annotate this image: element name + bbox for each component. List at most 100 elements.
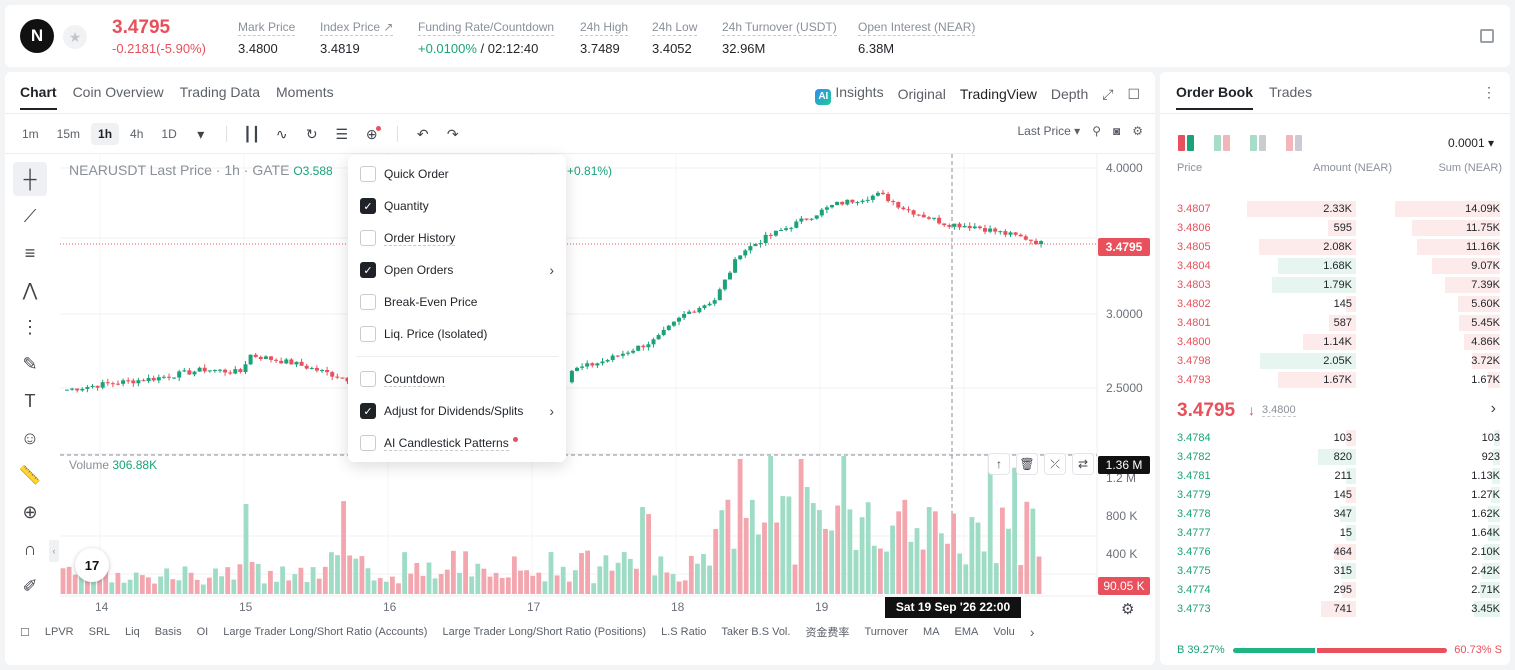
indicator-item[interactable]: LPVR [44,626,74,638]
precision-select[interactable]: 0.0001 ▾ [1447,136,1494,150]
menu-item[interactable]: Order History [360,229,554,247]
bid-row[interactable]: 3.4777 15 1.64K [1160,524,1510,542]
tab-trading-data[interactable]: Trading Data [179,84,261,100]
brush-icon[interactable]: ✎ [22,353,38,374]
indicator-item[interactable]: Turnover [864,626,909,638]
indicator-item[interactable]: EMA [954,626,979,638]
menu-item[interactable]: Break-Even Price [360,293,554,311]
bid-row[interactable]: 3.4773 741 3.45K [1160,600,1510,618]
bid-row[interactable]: 3.4775 315 2.42K [1160,562,1510,580]
view-trades-icon[interactable] [1286,135,1302,151]
trendline-icon[interactable]: ⟋ [23,205,37,226]
ask-row[interactable]: 3.4807 2.33K 14.09K [1160,200,1510,218]
tab-trades[interactable]: Trades [1269,84,1313,100]
checkbox[interactable]: ✓ [360,403,376,419]
arrow-up-icon[interactable]: ↑ [988,453,1010,475]
ask-row[interactable]: 3.4805 2.08K 11.16K [1160,238,1510,256]
add-settings-icon[interactable]: ⊕ [359,125,385,143]
ask-row[interactable]: 3.4803 1.79K 7.39K [1160,276,1510,294]
window-icon[interactable]: ☐ [1127,85,1140,102]
tab-chart[interactable]: Chart [20,84,57,110]
bid-row[interactable]: 3.4782 820 923 [1160,448,1510,466]
indicator-item[interactable]: Volu [993,626,1015,638]
chevron-right-icon[interactable]: › [1490,400,1496,417]
collapse-icon[interactable]: ⤫ [1044,453,1066,475]
more-icon[interactable]: ⋮ [1482,84,1496,100]
tab-depth[interactable]: Depth [1050,86,1089,103]
indicator-item[interactable]: MA [923,626,940,638]
menu-item[interactable]: AI Candlestick Patterns [360,434,554,452]
ask-row[interactable]: 3.4804 1.68K 9.07K [1160,257,1510,275]
chevron-right-icon[interactable]: › [1029,624,1035,640]
tf-1m[interactable]: 1m [22,127,39,141]
indicator-item[interactable]: 资金费率 [805,627,850,639]
view-bids-icon[interactable] [1214,135,1230,151]
indicator-item[interactable]: Large Trader Long/Short Ratio (Positions… [442,626,647,638]
tab-tradingview[interactable]: TradingView [959,86,1037,103]
bid-row[interactable]: 3.4781 211 1.13K [1160,467,1510,485]
bid-row[interactable]: 3.4784 103 103 [1160,429,1510,447]
menu-item[interactable]: ✓ Quantity [360,197,554,215]
indicator-item[interactable]: Basis [154,626,182,638]
chevron-down-icon[interactable]: ▾ [197,125,205,142]
checkbox[interactable] [360,326,376,342]
undo-icon[interactable]: ↶ [416,125,429,142]
ask-row[interactable]: 3.4801 587 5.45K [1160,314,1510,332]
checkbox[interactable]: ✓ [360,198,376,214]
view-both-icon[interactable] [1178,135,1194,151]
tf-4h[interactable]: 4h [130,127,144,141]
indicators-icon[interactable]: ∿ [275,125,288,142]
bid-row[interactable]: 3.4776 464 2.10K [1160,543,1510,561]
menu-item[interactable]: Quick Order [360,165,554,183]
tf-1d[interactable]: 1D [161,127,177,141]
search-icon[interactable]: ⚲ [1092,124,1101,138]
gear-icon[interactable]: ⚙ [1132,124,1143,138]
emoji-icon[interactable]: ☺ [20,427,40,448]
tab-order-book[interactable]: Order Book [1176,84,1254,110]
price-source-select[interactable]: Last Price ▾ [1017,124,1081,138]
pencil-icon[interactable]: ✐ [22,575,38,596]
indicator-item[interactable]: OI [196,626,209,638]
refresh-icon[interactable]: ↻ [305,125,318,142]
checkbox[interactable] [360,230,376,246]
axis-settings-icon[interactable]: ⚙ [1121,601,1135,618]
redo-icon[interactable]: ↷ [446,125,459,142]
indicator-item[interactable]: SRL [88,626,111,638]
checkbox[interactable]: ✓ [360,262,376,278]
ask-row[interactable]: 3.4798 2.05K 3.72K [1160,352,1510,370]
indicator-toggle-icon[interactable]: ☐ [20,626,30,639]
checkbox[interactable] [360,435,376,451]
tf-15m[interactable]: 15m [56,127,81,141]
menu-item[interactable]: ✓ Open Orders › [360,261,554,279]
candle-type-icon[interactable]: ┃┃ [243,125,261,142]
tab-coin-overview[interactable]: Coin Overview [72,84,164,100]
favorite-star-icon[interactable]: ★ [63,25,87,49]
indicator-item[interactable]: Large Trader Long/Short Ratio (Accounts) [223,626,428,638]
checkbox[interactable] [360,371,376,387]
camera-icon[interactable]: ◙ [1112,124,1121,138]
crosshair-icon[interactable]: ┼ [13,162,47,196]
indicator-item[interactable]: L.S Ratio [661,626,707,638]
ask-row[interactable]: 3.4806 595 11.75K [1160,219,1510,237]
notes-icon[interactable] [1480,29,1494,43]
tab-original[interactable]: Original [897,86,946,103]
ruler-icon[interactable]: 📏 [18,464,42,485]
ask-row[interactable]: 3.4802 145 5.60K [1160,295,1510,313]
swap-icon[interactable]: ⇄ [1072,453,1094,475]
magnet-icon[interactable]: ∩ [23,538,37,559]
pattern-icon[interactable]: ⋀ [22,279,38,300]
menu-item[interactable]: Countdown [360,370,554,388]
candlestick-chart[interactable]: 4.0000 3.0000 2.5000 1.2 M 800 K 400 K 14 15 16 1… [5,154,1155,620]
tf-1h[interactable]: 1h [91,123,120,145]
text-icon[interactable]: T [24,390,36,411]
stat-index-price[interactable]: Index Price ↗ 3.4819 [320,20,394,56]
zoom-icon[interactable]: ⊕ [22,501,38,522]
fib-icon[interactable]: ⋮ [21,316,39,337]
indicator-item[interactable]: Taker B.S Vol. [721,626,791,638]
bid-row[interactable]: 3.4779 145 1.27K [1160,486,1510,504]
templates-icon[interactable]: ☰ [335,125,349,142]
collapse-toolbar-icon[interactable]: ‹ [49,540,59,562]
bid-row[interactable]: 3.4774 295 2.71K [1160,581,1510,599]
horizontal-lines-icon[interactable]: ≡ [24,242,36,263]
ask-row[interactable]: 3.4793 1.67K 1.67K [1160,371,1510,389]
